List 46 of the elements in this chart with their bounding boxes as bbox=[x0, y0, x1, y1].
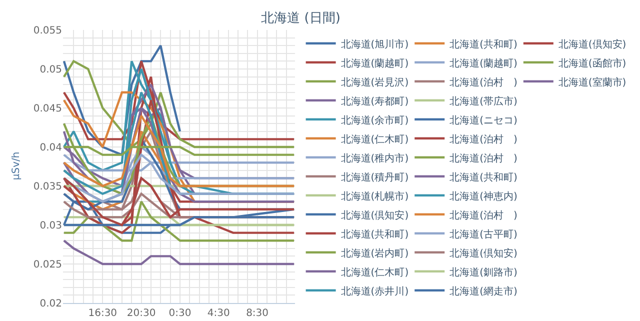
legend-label: 北海道(室蘭市) bbox=[558, 76, 626, 88]
legend-label: 北海道(泊村 ) bbox=[450, 133, 518, 146]
legend-label: 北海道(泊村 ) bbox=[450, 152, 518, 164]
y-tick-label: 0.03 bbox=[40, 220, 62, 232]
legend-label: 北海道(余市町) bbox=[340, 114, 409, 126]
legend-label: 北海道(稚内市) bbox=[340, 152, 409, 164]
legend-label: 北海道(網走市) bbox=[450, 285, 518, 298]
y-tick-label: 0.045 bbox=[33, 104, 62, 114]
legend-label: 北海道(函館市) bbox=[558, 57, 626, 70]
y-tick-label: 0.02 bbox=[40, 298, 62, 310]
legend-label: 北海道(帯広市) bbox=[450, 95, 518, 108]
x-tick-label: 8:30 bbox=[246, 308, 269, 319]
legend-label: 北海道(仁木町) bbox=[340, 266, 409, 278]
legend-label: 北海道(旭川市) bbox=[340, 38, 409, 50]
y-tick-label: 0.04 bbox=[40, 142, 62, 154]
legend-label: 北海道(岩内町) bbox=[340, 247, 409, 260]
y-tick-label: 0.035 bbox=[33, 182, 62, 192]
legend-label: 北海道(ニセコ) bbox=[450, 114, 518, 126]
legend-label: 北海道(神恵内) bbox=[450, 190, 518, 202]
y-tick-label: 0.055 bbox=[33, 26, 62, 36]
legend-label: 北海道(積丹町) bbox=[340, 171, 409, 184]
x-tick-label: 16:30 bbox=[88, 308, 118, 319]
legend-label: 北海道(倶知安) bbox=[558, 38, 626, 50]
legend-label: 北海道(泊村 ) bbox=[450, 76, 518, 88]
legend-label: 北海道(釧路市) bbox=[450, 266, 518, 278]
legend-label: 北海道(共和町) bbox=[450, 171, 518, 184]
legend-label: 北海道(倶知安) bbox=[450, 247, 518, 260]
x-tick-label: 0:30 bbox=[168, 308, 192, 319]
legend-label: 北海道(蘭越町) bbox=[340, 57, 409, 70]
y-tick-label: 0.05 bbox=[40, 64, 62, 76]
legend-label: 北海道(共和町) bbox=[340, 228, 409, 240]
x-tick-label: 4:30 bbox=[207, 308, 230, 319]
legend-label: 北海道(赤井川) bbox=[340, 285, 409, 298]
legend-label: 北海道(共和町) bbox=[450, 38, 518, 50]
x-tick-label: 20:30 bbox=[126, 308, 156, 319]
legend-label: 北海道(岩見沢) bbox=[340, 76, 409, 88]
legend-label: 北海道(蘭越町) bbox=[450, 57, 518, 70]
y-axis-title: μSv/h bbox=[11, 152, 22, 180]
y-tick-label: 0.025 bbox=[33, 260, 62, 270]
legend-label: 北海道(泊村 ) bbox=[450, 209, 518, 222]
legend-label: 北海道(札幌市) bbox=[340, 190, 409, 202]
legend-label: 北海道(倶知安) bbox=[340, 209, 409, 222]
legend-label: 北海道(寿都町) bbox=[340, 95, 409, 108]
legend-label: 北海道(仁木町) bbox=[340, 133, 409, 146]
legend-label: 北海道(古平町) bbox=[450, 228, 518, 240]
chart-title: 北海道 (日間) bbox=[261, 10, 340, 26]
